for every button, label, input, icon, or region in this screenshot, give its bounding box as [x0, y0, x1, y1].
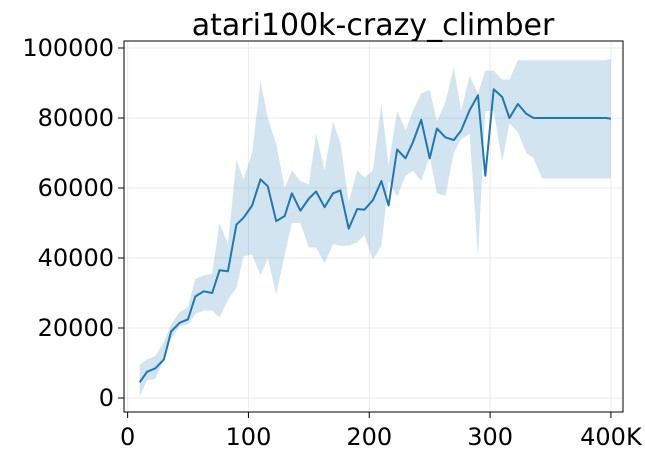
x-tick-label: 100 [226, 423, 272, 451]
chart-title: atari100k-crazy_climber [192, 8, 555, 43]
x-tick-label: 200 [346, 423, 392, 451]
x-tick-label: 300 [467, 423, 513, 451]
y-tick-label: 80000 [38, 104, 114, 132]
plot-frame [123, 40, 624, 413]
y-tick-label: 100000 [22, 34, 114, 62]
x-axis: 0 100 200 300 400K [120, 412, 643, 451]
y-tick-label: 20000 [38, 314, 114, 342]
x-tick-label: 0 [120, 423, 135, 451]
series-band [139, 58, 611, 397]
y-tick-label: 60000 [38, 174, 114, 202]
y-tick-label: 0 [99, 384, 114, 412]
confidence-band [139, 58, 611, 397]
series-line [138, 88, 612, 383]
y-tick-label: 40000 [38, 244, 114, 272]
x-tick-label: 400K [580, 423, 643, 451]
y-axis: 0 20000 40000 60000 80000 100000 [22, 34, 124, 412]
series-line-group [138, 88, 612, 383]
